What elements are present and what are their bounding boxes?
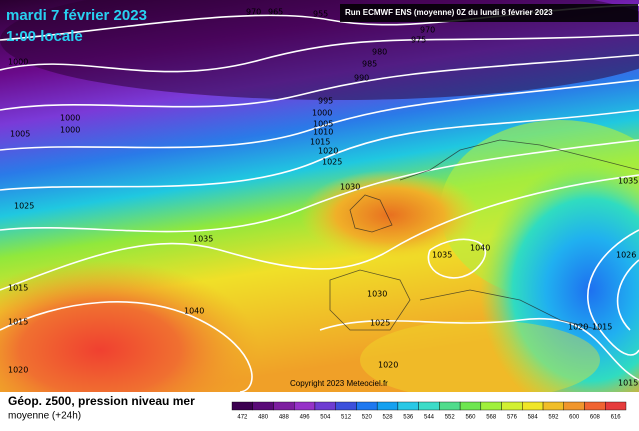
colorbar-swatch [418,401,440,411]
footer-title: Géop. z500, pression niveau mer [8,394,195,408]
colorbar-swatch [376,401,399,411]
contour-label: 1035 [432,251,452,260]
run-info: Run ECMWF ENS (moyenne) 0Z du lundi 6 fé… [345,8,553,17]
colorbar-label: 600 [569,415,580,421]
contour-label: 1015 [618,379,638,388]
contour-label: 1020 [318,147,338,156]
colorbar-label: 536 [403,415,414,421]
colorbar-label: 504 [320,415,331,421]
contour-label: 1005 [10,130,30,139]
contour-label: 1030 [367,290,387,299]
colorbar-label: 528 [383,415,394,421]
contour-label: 1035 [618,177,638,186]
colorbar-label: 544 [424,415,435,421]
colorbar-swatch [335,401,357,411]
coastlines [329,139,639,331]
contour-label: 990 [354,74,369,83]
colorbar-label: 608 [590,415,601,421]
colorbar-swatch [314,401,336,411]
colorbar-label: 520 [362,415,373,421]
contour-label: 1010 [313,128,333,137]
contour-label: 1015 [8,318,28,327]
colorbar-swatch [252,401,274,411]
contour-label: 1025 [322,158,342,167]
contour-label: 1000 [312,109,332,118]
contour-label: 1005 [313,120,333,129]
contour-label: 1000 [60,126,80,135]
colorbar-label: 472 [237,415,248,421]
colorbar-label: 568 [486,415,497,421]
contour-label: 1015 [592,323,612,332]
colorbar-label: 616 [611,415,622,421]
colorbar-swatch [563,401,585,411]
contour-label: 965 [268,8,283,17]
run-banner [340,4,638,22]
contour-label: 975 [411,36,426,45]
contour-label: 955 [313,10,328,19]
colorbar-label: 584 [528,415,539,421]
contour-label: 1025 [14,202,34,211]
copyright: Copyright 2023 Meteociel.fr [290,379,388,388]
colorbar-label: 496 [300,415,311,421]
colorbar-swatch [439,401,461,411]
contour-label: 1026 [616,251,636,260]
colorbar-swatch [273,401,295,411]
contour-label: 1000 [8,58,28,67]
colorbar-swatch [397,401,419,411]
contour-label: 970 [246,8,261,17]
colorbar-label: 592 [548,415,559,421]
contour-label: 985 [362,60,377,69]
colorbar-label: 552 [445,415,456,421]
colorbar-swatch [480,401,502,411]
contour-label: 1040 [184,307,204,316]
forecast-time: 1:00 locale [6,28,83,45]
contour-label: 1020 [568,323,588,332]
colorbar-swatch [231,401,253,411]
contour-label: 995 [318,97,333,106]
contour-label: 1020 [378,361,398,370]
colorbar-swatch [356,401,378,411]
forecast-date: mardi 7 février 2023 [6,7,147,24]
colorbar-swatch [542,401,564,411]
contour-label: 1020 [8,366,28,375]
colorbar-label: 480 [258,415,269,421]
colorbar-swatch [584,401,606,411]
colorbar-swatch [605,401,627,411]
colorbar: 472 480 488 496 504 512 520 528 536 544 552 560 568 5… [231,401,627,421]
contour-label: 1015 [310,138,330,147]
footer-subtitle: moyenne (+24h) [8,411,81,422]
colorbar-swatch [294,401,316,411]
colorbar-swatch [501,401,523,411]
colorbar-label: 576 [507,415,518,421]
contour-label: 970 [420,26,435,35]
colorbar-label: 488 [279,415,290,421]
contour-label: 1040 [470,244,490,253]
colorbar-swatch [459,401,482,411]
colorbar-label: 560 [465,415,476,421]
colorbar-swatch [522,401,544,411]
contour-label: 980 [372,48,387,57]
contour-label: 1035 [193,235,213,244]
contour-labels: 970 965 9559709759809859909951000100510101… [8,8,638,388]
colorbar-label: 512 [341,415,352,421]
contour-label: 1000 [60,114,80,123]
contour-label: 1030 [340,183,360,192]
contour-label: 1015 [8,284,28,293]
contour-label: 1025 [370,319,390,328]
isobars [0,4,639,393]
